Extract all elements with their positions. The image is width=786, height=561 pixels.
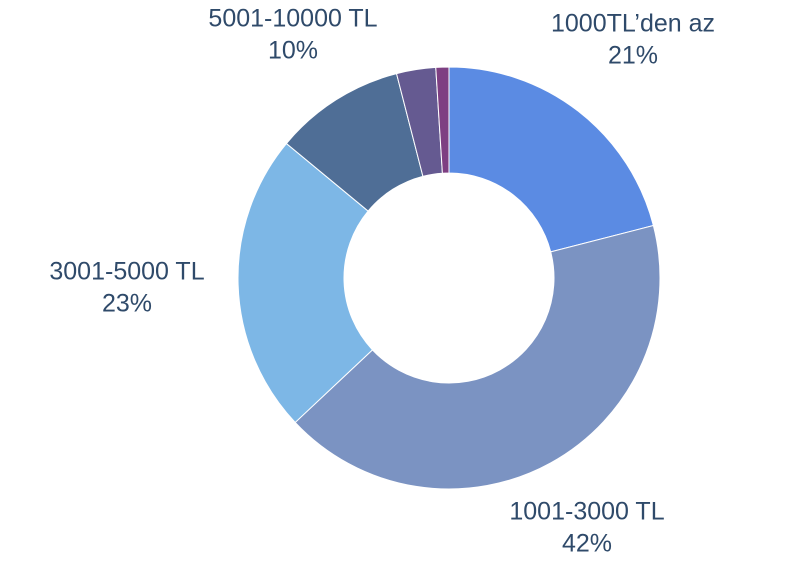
slice-value-label: 21% (608, 42, 658, 70)
slice-label: 3001-5000 TL (49, 258, 204, 286)
slice-value-label: 23% (102, 290, 152, 318)
donut-slice (237, 142, 374, 424)
donut-slice (448, 66, 654, 253)
slice-value-label: 10% (268, 37, 318, 65)
donut-slice (294, 224, 661, 490)
slice-value-label: 42% (562, 530, 612, 558)
slice-label: 1001-3000 TL (509, 498, 664, 526)
donut-slice (435, 66, 450, 174)
slice-label: 5001-10000 TL (208, 5, 377, 33)
slice-label: 1000TL’den az (551, 10, 715, 38)
